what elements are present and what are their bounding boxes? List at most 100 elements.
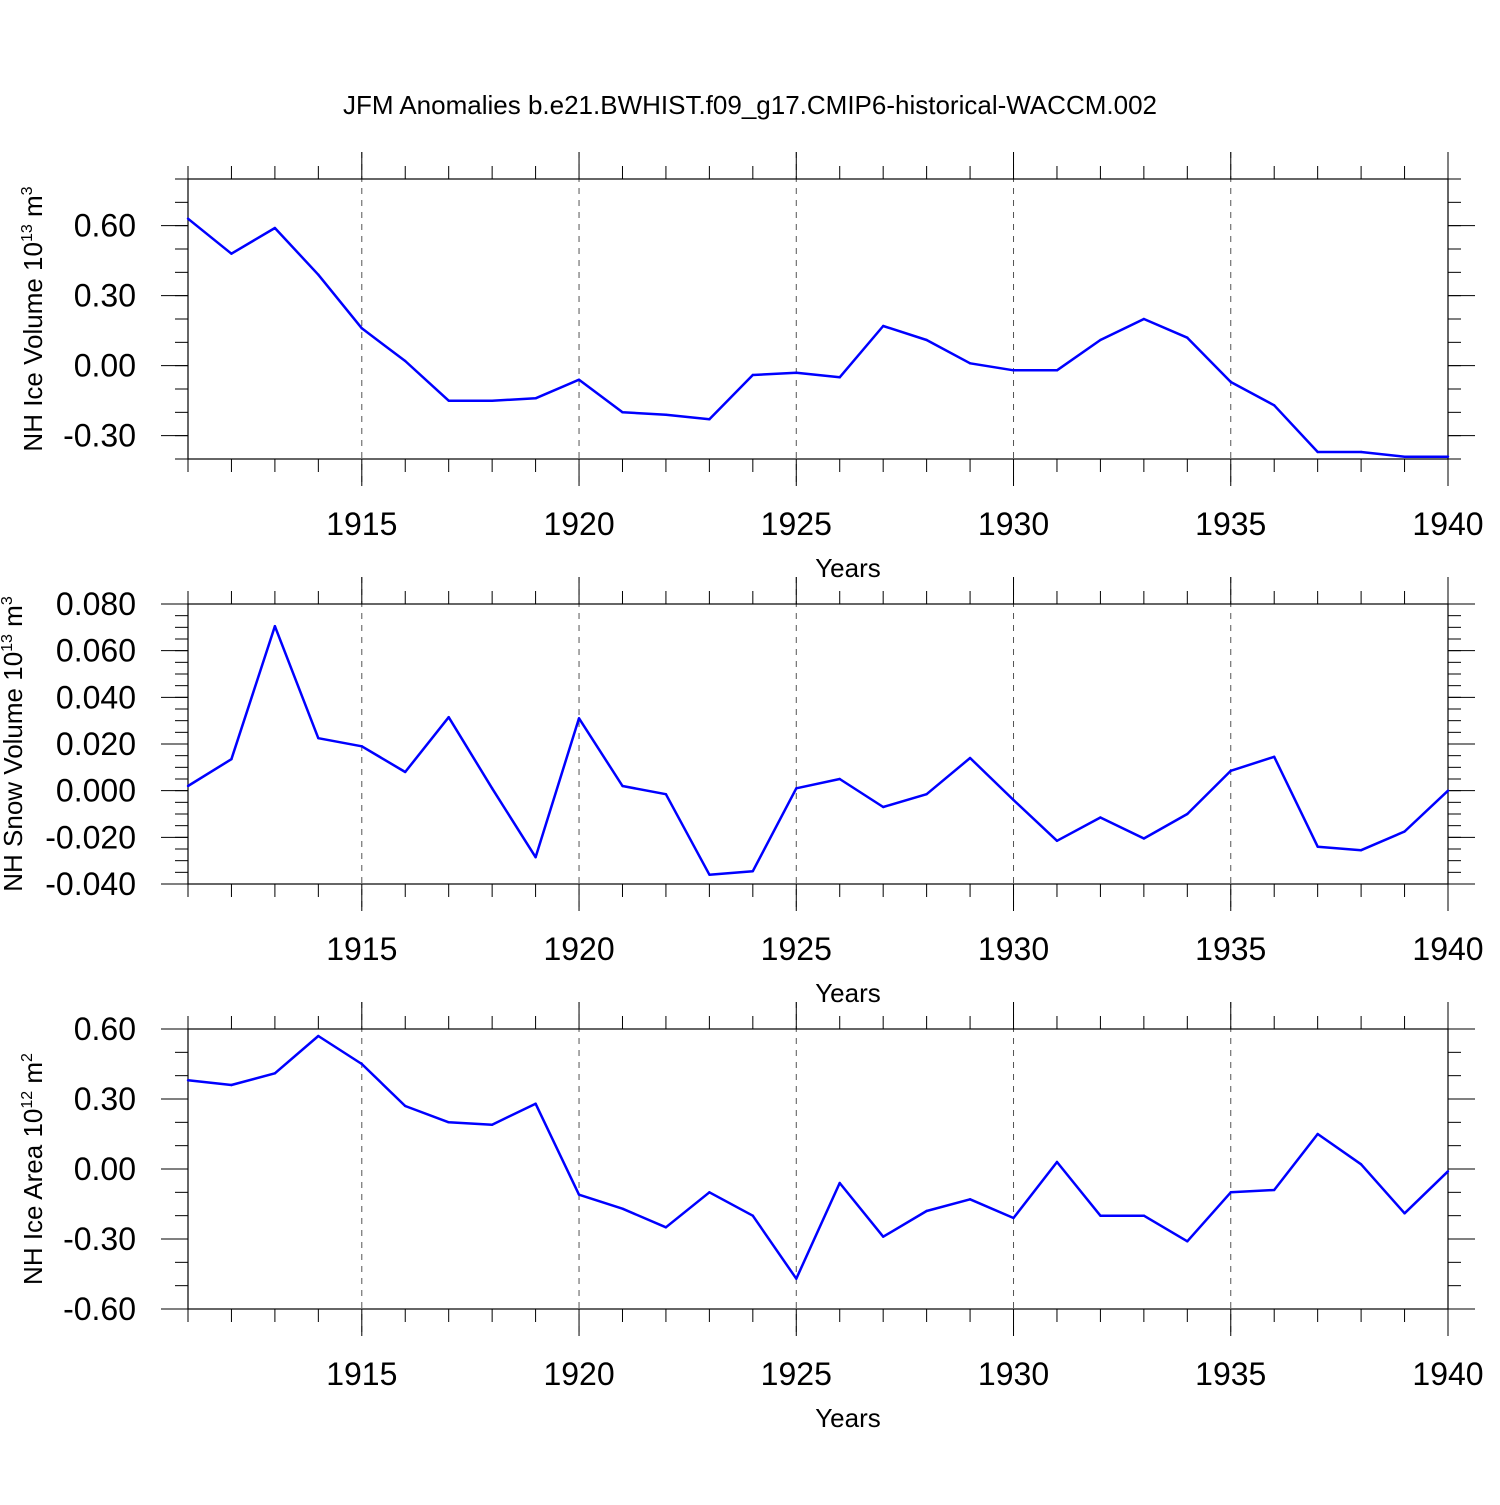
plot-panel-3: 1915 1920 1925 1930 1935 1940 Years -0.60 -0.30 0… (18, 1002, 1484, 1433)
data-point (1273, 1188, 1276, 1192)
x-axis-title: Years (815, 978, 881, 1008)
data-point (1446, 1170, 1450, 1173)
y-axis-title-unit-exponent: 2 (19, 1053, 36, 1062)
x-axis-title: Years (815, 1403, 881, 1433)
x-tick-label: 1940 (1412, 506, 1483, 542)
data-point (273, 226, 277, 230)
series-line (187, 217, 1448, 458)
data-point (708, 1191, 711, 1194)
y-tick-label: 0.00 (74, 348, 136, 384)
x-tick-label: 1920 (543, 506, 614, 542)
x-tick-label: 1935 (1195, 506, 1266, 542)
y-axis-title: NH Ice Volume 1013 m3 (18, 186, 48, 451)
data-point (534, 855, 537, 859)
data-point (186, 1079, 190, 1082)
data-point (1273, 755, 1276, 759)
x-tick-label: 1925 (761, 1356, 832, 1392)
data-point (490, 399, 494, 402)
data-point (968, 362, 972, 365)
x-tick-label: 1915 (326, 931, 397, 967)
y-axis-title-text: NH Ice Volume 10 (18, 242, 48, 452)
data-point (1142, 1214, 1146, 1217)
data-point (360, 327, 363, 330)
plot-frame (187, 603, 1449, 885)
data-point (881, 324, 885, 328)
data-point (838, 777, 841, 781)
data-point (1186, 1240, 1189, 1243)
y-tick-label: 0.060 (56, 633, 136, 669)
data-point (577, 378, 581, 381)
data-point (621, 411, 624, 414)
data-point (795, 371, 798, 374)
data-point (1055, 839, 1059, 843)
data-point (230, 1083, 233, 1087)
x-tick-label: 1925 (761, 506, 832, 542)
plot-panel-2: 1915 1920 1925 1930 1935 1940 Years -0.040 -0.02… (0, 577, 1484, 1008)
data-point (708, 418, 711, 421)
y-tick-label: 0.30 (74, 1081, 136, 1117)
data-point (1099, 1214, 1102, 1217)
y-axis-title-exponent: 13 (0, 634, 16, 652)
data-point (621, 1207, 624, 1210)
y-tick-label: 0.60 (74, 208, 136, 244)
y-axis-title-text: NH Snow Volume 10 (0, 652, 28, 892)
data-point (1403, 830, 1406, 833)
data-point (1316, 845, 1319, 848)
plot-panel-1: 1915 1920 1925 1930 1935 1940 Years -0.30 0.00 0.… (18, 152, 1484, 583)
y-axis-title: NH Snow Volume 1013 m3 (0, 596, 28, 892)
data-point (317, 1034, 320, 1038)
data-point (925, 1209, 928, 1213)
y-tick-label: -0.020 (45, 819, 136, 855)
data-point (1142, 317, 1146, 321)
data-point (186, 217, 190, 220)
y-axis-title-unit-exponent: 3 (0, 596, 16, 605)
x-tick-label: 1920 (543, 931, 614, 967)
y-tick-label: 0.30 (74, 278, 136, 314)
data-point (664, 792, 668, 796)
data-point (534, 1102, 537, 1105)
y-tick-label: -0.30 (63, 418, 136, 454)
data-point (1012, 369, 1015, 372)
x-tick-label: 1930 (978, 1356, 1049, 1392)
x-tick-label: 1915 (326, 506, 397, 542)
data-point (1055, 369, 1059, 372)
x-tick-label: 1940 (1412, 931, 1483, 967)
data-point (795, 1277, 798, 1280)
plot-frame (187, 1028, 1449, 1310)
y-axis-title-unit: m (18, 1062, 48, 1091)
data-point (447, 715, 450, 719)
data-point (577, 717, 581, 720)
series-line (187, 1034, 1449, 1280)
data-point (273, 624, 277, 628)
data-point (1055, 1160, 1059, 1164)
x-tick-label: 1915 (326, 1356, 397, 1392)
data-point (1099, 338, 1102, 342)
data-point (838, 1181, 841, 1185)
data-point (447, 1121, 450, 1124)
data-point (621, 784, 624, 788)
data-point (925, 792, 928, 796)
data-point (925, 338, 928, 342)
data-point (1316, 450, 1319, 454)
data-point (838, 376, 841, 379)
data-point (881, 1235, 885, 1238)
y-axis-title: NH Ice Area 1012 m2 (18, 1053, 48, 1285)
data-point (1229, 380, 1232, 384)
data-point (1099, 816, 1102, 819)
data-point (664, 1226, 668, 1229)
x-tick-label: 1940 (1412, 1356, 1483, 1392)
y-tick-label: 0.080 (56, 586, 136, 622)
data-point (1403, 455, 1406, 458)
y-tick-label: 0.60 (74, 1011, 136, 1047)
data-point (404, 1104, 407, 1108)
data-point (968, 1198, 972, 1201)
data-point (317, 736, 320, 740)
data-point (447, 399, 450, 402)
x-tick-label: 1930 (978, 931, 1049, 967)
series-line (187, 624, 1449, 876)
x-tick-label: 1925 (761, 931, 832, 967)
data-point (664, 413, 668, 416)
data-point (404, 359, 407, 363)
